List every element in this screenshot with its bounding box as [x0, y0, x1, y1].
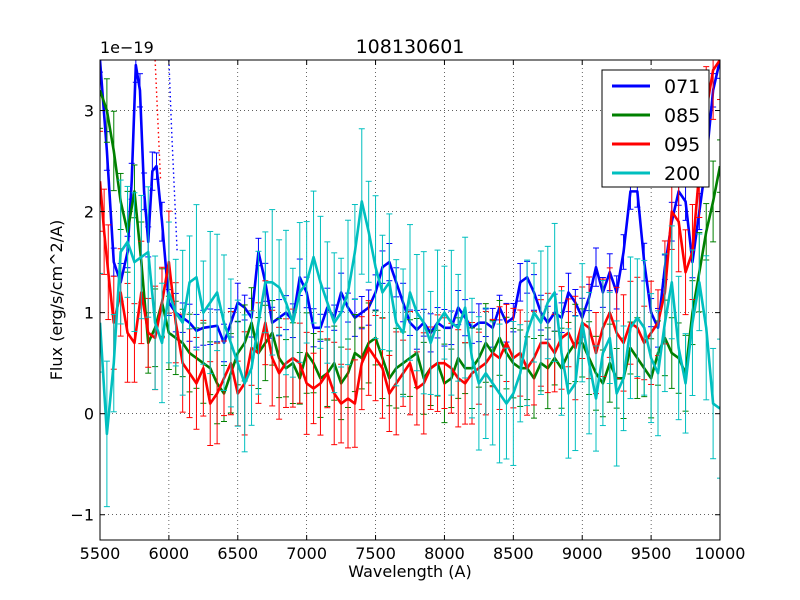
series-200: [100, 128, 720, 508]
axis-ticks: 5500 6000 6500 7000 7500 8000 8500 9000 9500 1000…: [70, 60, 745, 563]
series-line-095: [100, 60, 720, 405]
y-tick-label: 1: [84, 304, 94, 323]
series-line-200: [100, 200, 720, 436]
x-tick-label: 7500: [355, 544, 396, 563]
chart-title: 108130601: [356, 36, 465, 58]
y-tick-label: 2: [84, 203, 94, 222]
legend-box: [601, 69, 710, 188]
plot-area: [100, 60, 720, 508]
legend-label-085: 085: [664, 105, 700, 127]
x-tick-label: 6500: [217, 544, 258, 563]
x-tick-label: 9500: [631, 544, 672, 563]
legend-label-095: 095: [664, 134, 700, 156]
x-tick-label: 8500: [493, 544, 534, 563]
y-axis-title: Flux (erg/s/cm^2/A): [47, 220, 66, 381]
x-tick-label: 7000: [286, 544, 327, 563]
x-tick-label: 5500: [80, 544, 121, 563]
axes-frame: [99, 59, 721, 541]
y-scale-label: 1e−19: [100, 38, 154, 57]
legend: 071 085 095 200: [601, 69, 710, 188]
y-tick-label: 3: [84, 102, 94, 121]
x-axis-title: Wavelength (A): [348, 562, 471, 581]
x-tick-label: 9000: [562, 544, 603, 563]
y-tick-label: −1: [70, 506, 94, 525]
x-tick-label: 6000: [149, 544, 190, 563]
x-tick-label: 8000: [424, 544, 465, 563]
y-tick-label: 0: [84, 405, 94, 424]
legend-label-071: 071: [664, 76, 700, 98]
legend-label-200: 200: [664, 163, 700, 185]
x-tick-label: 10000: [695, 544, 746, 563]
series-line-071: [100, 60, 720, 345]
